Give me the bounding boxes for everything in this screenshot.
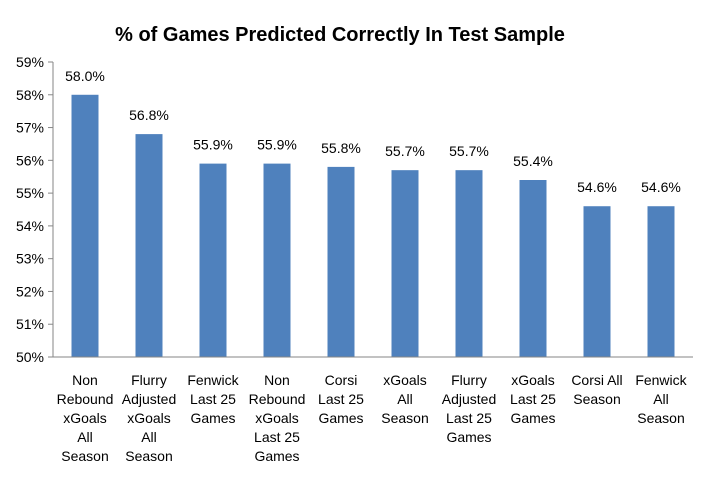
bar xyxy=(583,206,611,357)
category-label: All xyxy=(653,391,669,407)
category-labels: Non Rebound xGoals All Season Flurry Adjusted x… xyxy=(57,372,688,464)
data-label: 55.8% xyxy=(321,140,361,156)
category-label: Adjusted xyxy=(442,391,496,407)
category-label: xGoals xyxy=(63,410,107,426)
category-label: Season xyxy=(61,448,108,464)
data-label: 54.6% xyxy=(577,179,617,195)
category-label: Season xyxy=(381,410,428,426)
category-label: xGoals xyxy=(255,410,299,426)
data-label: 56.8% xyxy=(129,107,169,123)
category-label: Corsi xyxy=(325,372,358,388)
data-labels: 58.0% 56.8% 55.9% 55.9% 55.8% 55.7% 55.7% 55.4%… xyxy=(65,68,681,195)
category-label: Games xyxy=(446,429,491,445)
data-label: 55.9% xyxy=(193,137,233,153)
bar xyxy=(327,166,355,357)
data-label: 55.7% xyxy=(385,143,425,159)
bar xyxy=(455,170,483,357)
data-label: 55.9% xyxy=(257,137,297,153)
y-tick-label: 50% xyxy=(16,349,44,365)
category-label: Corsi All xyxy=(571,372,622,388)
category-label: Last 25 xyxy=(254,429,300,445)
y-tick-label: 57% xyxy=(16,120,44,136)
category-label: xGoals xyxy=(127,410,171,426)
y-tick-label: 59% xyxy=(16,54,44,70)
category-label: Last 25 xyxy=(446,410,492,426)
category-label: Season xyxy=(637,410,684,426)
category-label: All xyxy=(397,391,413,407)
category-label: Non xyxy=(72,372,98,388)
bar xyxy=(391,170,419,357)
y-tick-label: 52% xyxy=(16,283,44,299)
y-tick-label: 53% xyxy=(16,251,44,267)
data-label: 55.7% xyxy=(449,143,489,159)
category-label: All xyxy=(141,429,157,445)
category-label: Last 25 xyxy=(190,391,236,407)
category-label: Season xyxy=(125,448,172,464)
category-label: Rebound xyxy=(57,391,114,407)
bar xyxy=(647,206,675,357)
y-tick-label: 54% xyxy=(16,218,44,234)
chart-title: % of Games Predicted Correctly In Test S… xyxy=(115,24,565,46)
data-label: 55.4% xyxy=(513,153,553,169)
y-tick-label: 58% xyxy=(16,87,44,103)
bar xyxy=(71,94,99,358)
category-label: Non xyxy=(264,372,290,388)
bar xyxy=(519,180,547,357)
bars xyxy=(71,94,675,358)
category-label: Last 25 xyxy=(510,391,556,407)
data-label: 54.6% xyxy=(641,179,681,195)
category-label: Adjusted xyxy=(122,391,176,407)
category-label: Games xyxy=(510,410,555,426)
bar xyxy=(199,163,227,357)
category-label: Games xyxy=(190,410,235,426)
category-label: Season xyxy=(573,391,620,407)
category-label: xGoals xyxy=(511,372,555,388)
category-label: xGoals xyxy=(383,372,427,388)
category-label: Games xyxy=(318,410,363,426)
category-label: Fenwick xyxy=(187,372,239,388)
category-label: Flurry xyxy=(131,372,167,388)
bar xyxy=(263,163,291,357)
category-label: Fenwick xyxy=(635,372,687,388)
y-tick-label: 55% xyxy=(16,185,44,201)
category-label: Games xyxy=(254,448,299,464)
bar xyxy=(135,134,163,357)
y-axis-ticks: 50% 51% 52% 53% 54% 55% 56% 57% 58% 59% xyxy=(16,54,53,365)
data-label: 58.0% xyxy=(65,68,105,84)
y-tick-label: 56% xyxy=(16,152,44,168)
category-label: Last 25 xyxy=(318,391,364,407)
y-tick-label: 51% xyxy=(16,316,44,332)
category-label: Rebound xyxy=(249,391,306,407)
category-label: All xyxy=(77,429,93,445)
category-label: Flurry xyxy=(451,372,487,388)
